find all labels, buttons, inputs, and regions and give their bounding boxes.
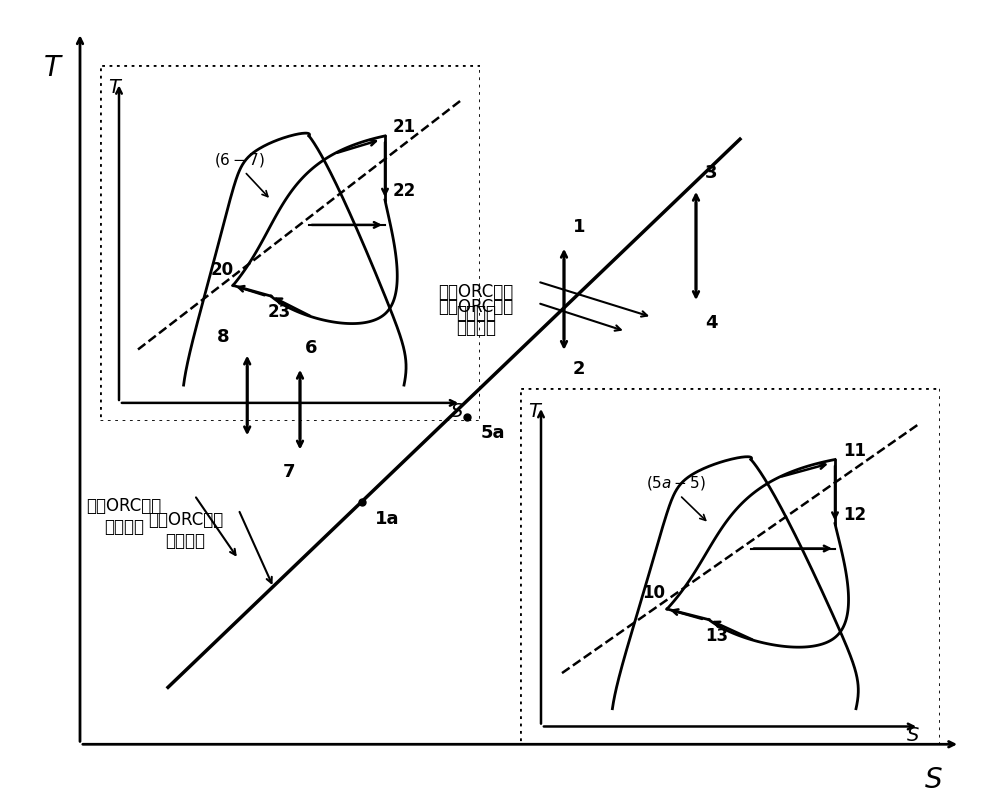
Text: 13: 13 bbox=[705, 627, 728, 645]
Text: 2: 2 bbox=[573, 360, 585, 378]
Text: 一级ORC余热
发电回路: 一级ORC余热 发电回路 bbox=[438, 298, 514, 337]
Text: 4: 4 bbox=[705, 314, 717, 332]
Text: 8: 8 bbox=[216, 328, 229, 346]
Text: 21: 21 bbox=[393, 118, 416, 137]
Text: $T$: $T$ bbox=[528, 402, 544, 421]
Text: 11: 11 bbox=[843, 442, 866, 460]
Text: $T$: $T$ bbox=[43, 54, 64, 82]
Text: $T$: $T$ bbox=[108, 78, 123, 97]
Text: 1: 1 bbox=[573, 218, 585, 235]
Text: 23: 23 bbox=[267, 303, 290, 321]
Text: 7: 7 bbox=[282, 464, 295, 481]
Text: $S$: $S$ bbox=[924, 766, 943, 794]
Text: $S$: $S$ bbox=[450, 402, 463, 421]
Text: 一级ORC余热
发电回路: 一级ORC余热 发电回路 bbox=[438, 283, 514, 322]
Text: 6: 6 bbox=[304, 339, 317, 357]
Text: 3: 3 bbox=[705, 164, 717, 182]
Text: 22: 22 bbox=[393, 182, 416, 201]
Text: 二级ORC余热
发电回路: 二级ORC余热 发电回路 bbox=[148, 511, 223, 550]
Text: 12: 12 bbox=[843, 506, 867, 524]
Text: 5a: 5a bbox=[480, 424, 505, 443]
Text: 10: 10 bbox=[642, 584, 665, 603]
Text: 二级ORC余热
发电回路: 二级ORC余热 发电回路 bbox=[86, 497, 162, 536]
Text: 20: 20 bbox=[210, 260, 233, 279]
Text: 1a: 1a bbox=[375, 510, 399, 527]
Text: $(6-7)$: $(6-7)$ bbox=[214, 151, 265, 169]
Text: $S$: $S$ bbox=[906, 726, 920, 745]
Text: $(5a-5)$: $(5a-5)$ bbox=[646, 475, 706, 493]
